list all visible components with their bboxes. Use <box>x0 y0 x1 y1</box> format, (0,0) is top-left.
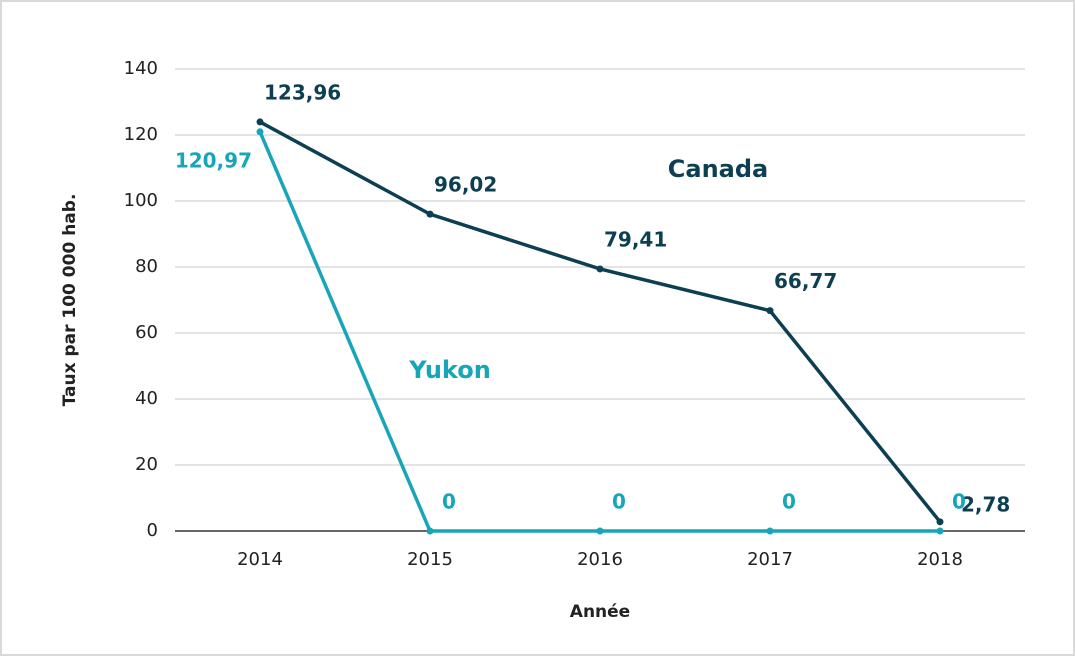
y-tick-label: 80 <box>135 256 158 277</box>
data-label: 2,78 <box>961 492 1010 516</box>
data-label: 0 <box>612 490 626 514</box>
y-tick-label: 20 <box>135 454 158 475</box>
x-axis-title: Année <box>570 602 630 622</box>
y-tick-label: 40 <box>135 388 158 409</box>
point <box>256 118 264 126</box>
point <box>766 527 774 535</box>
data-label: 79,41 <box>604 227 667 251</box>
y-axis-title: Taux par 100 000 hab. <box>60 194 80 407</box>
data-label: 0 <box>782 490 796 514</box>
point <box>936 518 944 526</box>
series-label: Canada <box>668 155 768 183</box>
y-tick-label: 60 <box>135 322 158 343</box>
y-tick-label: 120 <box>124 124 158 145</box>
series-label: Yukon <box>408 356 491 384</box>
point <box>596 527 604 535</box>
data-label: 123,96 <box>264 80 341 104</box>
x-tick-label: 2014 <box>237 549 283 570</box>
data-label: 0 <box>952 490 966 514</box>
point <box>426 210 434 218</box>
data-label: 96,02 <box>434 173 497 197</box>
x-tick-label: 2016 <box>577 549 623 570</box>
data-label: 0 <box>442 490 456 514</box>
point <box>936 527 944 535</box>
y-tick-label: 100 <box>124 190 158 211</box>
data-label: 120,97 <box>175 148 252 172</box>
point <box>256 128 264 136</box>
x-tick-label: 2015 <box>407 549 453 570</box>
x-tick-label: 2017 <box>747 549 793 570</box>
x-tick-label: 2018 <box>917 549 963 570</box>
point <box>426 527 434 535</box>
point <box>596 265 604 273</box>
y-tick-label: 140 <box>124 58 158 79</box>
data-label: 66,77 <box>774 269 837 293</box>
y-tick-label: 0 <box>147 520 158 541</box>
point <box>766 307 774 315</box>
